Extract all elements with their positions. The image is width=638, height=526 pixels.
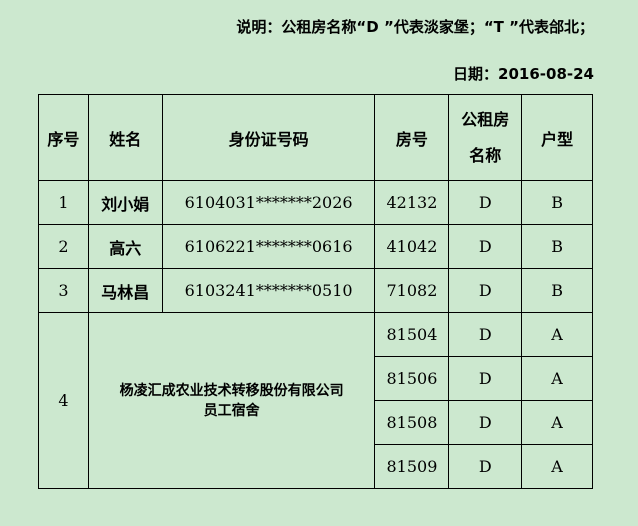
table-row: 81509 D A [39, 444, 593, 489]
cell-housing: D [448, 356, 523, 401]
cell-id: 6103241*******0510 [161, 268, 376, 313]
cell-index: 1 [38, 180, 89, 225]
cell-id: 6104031*******2026 [161, 180, 376, 225]
cell-name: 马林昌 [87, 268, 163, 313]
cell-type: B [521, 224, 593, 269]
table-row: 3 马林昌 6103241*******0510 71082 D B [38, 268, 593, 313]
note-text: 说明：公租房名称“D ”代表淡家堡；“T ”代表郃北； [236, 18, 594, 36]
cell-name: 刘小娟 [87, 180, 163, 225]
header-housing-line1: 公租房 [461, 109, 510, 129]
cell-room: 81508 [374, 400, 450, 445]
cell-room: 42132 [374, 180, 450, 225]
cell-room: 81509 [374, 444, 450, 489]
tenant-table: 序号 姓名 身份证号码 房号 公租房名称 户型 1 刘小娟 6104031***… [38, 94, 593, 489]
table-row: 4 杨凌汇成农业技术转移股份有限公司 员工宿舍 81504 D A [38, 312, 593, 489]
header-id: 身份证号码 [161, 94, 376, 181]
cell-housing: D [448, 224, 523, 269]
cell-room: 81506 [374, 356, 450, 401]
header-room: 房号 [374, 94, 450, 181]
table-row: 81506 D A [39, 356, 593, 401]
header-housing-line2: 名称 [469, 145, 502, 165]
table-row: 2 高六 6106221*******0616 41042 D B [38, 224, 593, 269]
date-text: 日期：2016-08-24 [453, 65, 594, 83]
header-row: 序号 姓名 身份证号码 房号 公租房名称 户型 [38, 94, 593, 181]
cell-room: 71082 [374, 268, 450, 313]
cell-company: 杨凌汇成农业技术转移股份有限公司 员工宿舍 [87, 312, 376, 489]
cell-id: 6106221*******0616 [161, 224, 376, 269]
cell-index: 4 [38, 312, 89, 489]
cell-type: A [521, 312, 593, 357]
header-type: 户型 [521, 94, 593, 181]
cell-housing: D [448, 180, 523, 225]
company-line2: 员工宿舍 [203, 402, 260, 419]
header-housing: 公租房 名称 [448, 94, 523, 181]
company-line1: 杨凌汇成农业技术转移股份有限公司 [119, 382, 344, 399]
header-index: 序号 [38, 94, 89, 181]
cell-type: A [521, 356, 593, 401]
header-name: 姓名 [87, 94, 163, 181]
cell-housing: D [448, 400, 523, 445]
table-row: 1 刘小娟 6104031*******2026 42132 D B [38, 180, 593, 225]
cell-type: B [521, 268, 593, 313]
cell-room: 81504 [374, 312, 450, 357]
cell-type: B [521, 180, 593, 225]
cell-housing: D [448, 444, 523, 489]
cell-room: 41042 [374, 224, 450, 269]
cell-housing: D [448, 268, 523, 313]
cell-housing: D [448, 312, 523, 357]
cell-type: A [521, 400, 593, 445]
cell-name: 高六 [87, 224, 163, 269]
cell-index: 2 [38, 224, 89, 269]
cell-index: 3 [38, 268, 89, 313]
cell-type: A [521, 444, 593, 489]
